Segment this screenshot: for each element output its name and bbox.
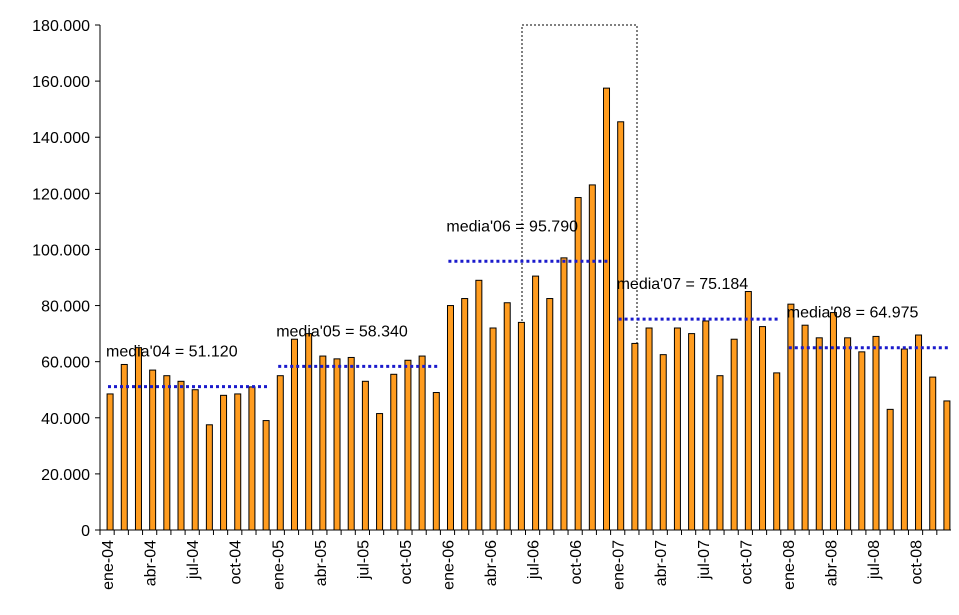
x-tick-label: ene-06 [440, 540, 457, 590]
bar [205, 424, 213, 531]
bar [801, 324, 809, 531]
bar [673, 327, 681, 531]
bar [744, 291, 752, 531]
y-tick-label: 80.000 [41, 299, 90, 316]
bar [319, 355, 327, 531]
bar [872, 335, 880, 531]
x-tick-label: abr-05 [313, 540, 330, 586]
bar [900, 348, 908, 531]
y-tick-label: 60.000 [41, 355, 90, 372]
bar [163, 375, 171, 531]
bar [290, 338, 298, 531]
bar [220, 394, 228, 531]
bar [276, 375, 284, 531]
bar [546, 298, 554, 531]
bar [461, 298, 469, 531]
y-tick-label: 20.000 [41, 467, 90, 484]
x-tick-label: oct-04 [228, 540, 245, 585]
bar [347, 356, 355, 531]
bar [234, 393, 242, 531]
bar [886, 408, 894, 531]
bar [361, 380, 369, 531]
bar [858, 351, 866, 531]
bar [815, 337, 823, 531]
y-tick-label: 100.000 [32, 242, 90, 259]
y-tick-label: 40.000 [41, 411, 90, 428]
x-tick-label: abr-04 [143, 540, 160, 586]
bar [844, 337, 852, 531]
bar [787, 303, 795, 531]
bar [134, 347, 142, 531]
bar [560, 257, 568, 531]
bar [517, 321, 525, 531]
mean-label: media'06 = 95.790 [446, 218, 578, 235]
x-tick-label: abr-06 [483, 540, 500, 586]
x-tick-label: ene-07 [611, 540, 628, 590]
bar [120, 363, 128, 531]
x-tick-label: oct-05 [398, 540, 415, 585]
bar [617, 121, 625, 531]
x-tick-label: ene-08 [781, 540, 798, 590]
y-tick-label: 0 [81, 523, 90, 540]
bar [645, 327, 653, 531]
x-tick-label: jul-06 [526, 540, 543, 580]
x-tick-label: jul-05 [355, 540, 372, 580]
bar [588, 184, 596, 531]
bar [475, 279, 483, 531]
bar [149, 369, 157, 531]
bar [688, 333, 696, 531]
bar [446, 305, 454, 531]
bar [915, 334, 923, 531]
bar [574, 197, 582, 531]
x-tick-label: oct-07 [738, 540, 755, 585]
y-tick-label: 140.000 [32, 130, 90, 147]
bar [376, 413, 384, 531]
bar [532, 275, 540, 531]
x-tick-label: abr-07 [653, 540, 670, 586]
bar [106, 393, 114, 531]
x-tick-label: jul-04 [185, 540, 202, 580]
x-tick-label: jul-07 [696, 540, 713, 580]
bar [716, 375, 724, 531]
y-tick-label: 120.000 [32, 186, 90, 203]
x-tick-label: oct-08 [909, 540, 926, 585]
bar [191, 389, 199, 531]
x-tick-label: ene-04 [100, 540, 117, 590]
mean-label: media'05 = 58.340 [276, 323, 408, 340]
mean-label: media'04 = 51.120 [106, 344, 238, 361]
bar [390, 373, 398, 531]
y-tick-label: 180.000 [32, 18, 90, 35]
bar [759, 326, 767, 531]
mean-label: media'08 = 64.975 [787, 305, 919, 322]
bar [603, 87, 611, 531]
bar [659, 354, 667, 531]
bar [333, 358, 341, 531]
bar [248, 386, 256, 531]
bar [262, 420, 270, 531]
x-tick-label: jul-08 [866, 540, 883, 580]
bar [773, 372, 781, 531]
bar [702, 320, 710, 531]
bar [730, 338, 738, 531]
bar [305, 333, 313, 531]
bar [432, 392, 440, 531]
bar [177, 380, 185, 531]
x-tick-label: oct-06 [568, 540, 585, 585]
bar [503, 302, 511, 531]
x-tick-label: ene-05 [270, 540, 287, 590]
mean-label: media'07 = 75.184 [617, 276, 749, 293]
bar [929, 376, 937, 531]
bar [418, 355, 426, 531]
x-tick-label: abr-08 [823, 540, 840, 586]
bar [404, 359, 412, 531]
bar [829, 312, 837, 531]
bar [631, 342, 639, 531]
bar [489, 327, 497, 531]
bar [943, 400, 951, 531]
y-tick-label: 160.000 [32, 74, 90, 91]
